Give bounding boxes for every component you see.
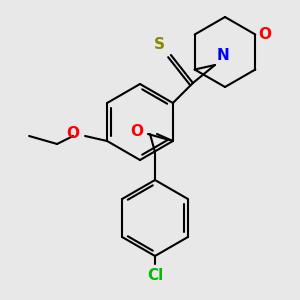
Text: Cl: Cl xyxy=(147,268,163,283)
Text: N: N xyxy=(217,48,230,63)
Text: O: O xyxy=(66,127,79,142)
Text: O: O xyxy=(258,27,271,42)
Text: S: S xyxy=(154,37,165,52)
Text: O: O xyxy=(130,124,143,140)
